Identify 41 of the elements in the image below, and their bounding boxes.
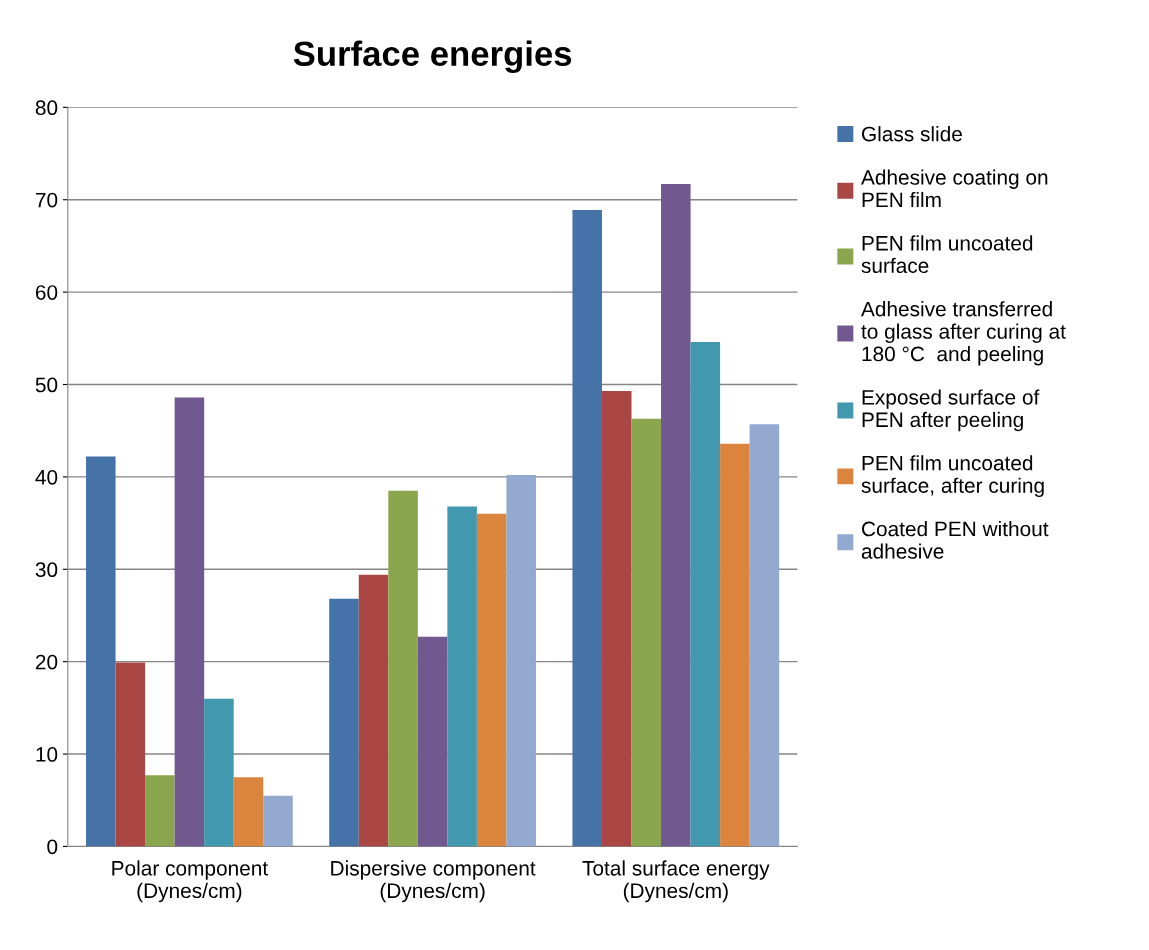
bar [631,418,662,847]
bar [86,456,116,847]
bar [145,775,175,847]
y-tick-label: 40 [35,469,58,485]
chart-title: Surface energies [293,40,572,74]
bar [749,424,780,847]
bar [388,490,418,847]
y-tick-label: 60 [35,285,58,300]
bar [476,513,507,847]
y-tick-label: 30 [35,562,58,578]
bar [263,795,293,847]
x-tick-label: Dispersive component (Dynes/cm) [331,860,536,903]
bar [661,184,691,847]
legend-label: Glass slide [862,126,962,142]
bar [601,390,632,847]
legend-label: PEN film uncoated surface [861,235,1033,274]
bar [447,506,477,847]
bar [204,698,234,847]
bar [174,397,205,847]
bar [572,209,602,847]
y-tick-label: 70 [35,192,58,208]
y-tick-label: 50 [35,377,58,393]
legend-label: PEN film uncoated surface, after curing [861,455,1044,498]
legend-label: Exposed surface of PEN after peeling [862,389,1040,432]
bar [506,475,536,847]
bar [233,777,264,847]
bar [329,598,359,847]
legend-label: Adhesive transferred to glass after curing at 180 °C and peeling [861,301,1066,366]
y-tick-label: 0 [47,839,58,855]
y-tick-label: 20 [35,654,58,670]
legend-label: Adhesive coating on PEN film [861,169,1048,208]
x-tick-label: Polar component (Dynes/cm) [112,860,268,903]
bar [720,443,750,847]
x-tick-label: Total surface energy (Dynes/cm) [582,860,770,903]
legend-label: Coated PEN without adhesive [861,521,1049,559]
y-tick-label: 10 [36,747,58,762]
bar [690,342,721,847]
bar [115,662,146,847]
bar [358,574,389,847]
y-tick-label: 80 [35,100,58,116]
bar [417,636,448,847]
